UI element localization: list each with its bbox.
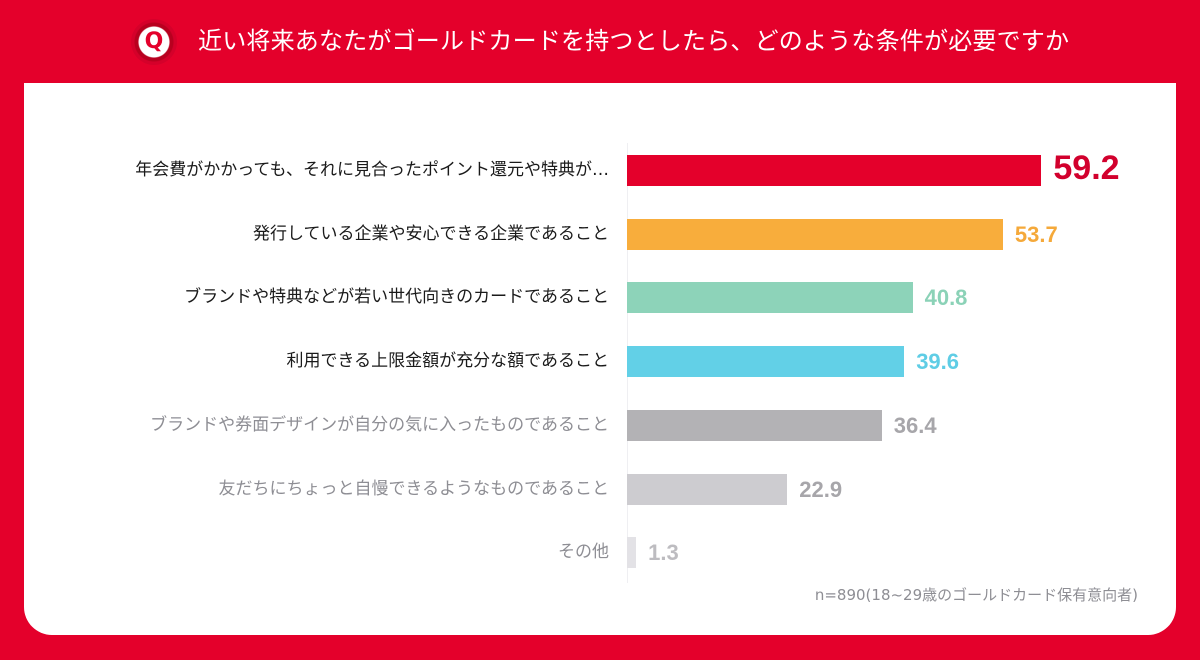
question-title: 近い将来あなたがゴールドカードを持つとしたら、どのような条件が必要ですか xyxy=(198,27,1070,55)
question-badge-icon: Q xyxy=(131,19,177,65)
bar-row: 年会費がかかっても、それに見合ったポイント還元や特典が… 59.2 xyxy=(24,149,1176,187)
sample-size-note: n=890(18~29歳のゴールドカード保有意向者) xyxy=(814,586,1138,604)
category-label: 友だちにちょっと自慢できるようなものであること xyxy=(218,478,610,499)
bar-row: ブランドや特典などが若い世代向きのカードであること 40.8 xyxy=(24,282,1176,314)
category-label: その他 xyxy=(558,542,609,563)
chart-card: 年会費がかかっても、それに見合ったポイント還元や特典が… 59.2 発行している企業… xyxy=(24,83,1176,635)
q-letter: Q xyxy=(144,28,164,54)
category-label: 利用できる上限金額が充分な額であること xyxy=(286,351,610,372)
bar-row: 友だちにちょっと自慢できるようなものであること 22.9 xyxy=(24,473,1176,505)
category-label: ブランドや券面デザインが自分の気に入ったものであること xyxy=(150,414,609,435)
value-label: 39.6 xyxy=(916,349,960,375)
value-label: 36.4 xyxy=(893,412,937,438)
bar xyxy=(627,155,1042,186)
value-label: 53.7 xyxy=(1014,221,1058,247)
header-banner: Q 近い将来あなたがゴールドカードを持つとしたら、どのような条件が必要ですか xyxy=(0,0,1200,83)
bar xyxy=(627,537,637,569)
bar xyxy=(627,346,905,378)
bar-row: 発行している企業や安心できる企業であること 53.7 xyxy=(24,218,1176,250)
bar xyxy=(627,473,788,505)
bar-row: 利用できる上限金額が充分な額であること 39.6 xyxy=(24,346,1176,378)
value-label: 1.3 xyxy=(648,540,679,566)
bar xyxy=(627,409,882,441)
category-label: 発行している企業や安心できる企業であること xyxy=(253,223,609,244)
category-label: 年会費がかかっても、それに見合ったポイント還元や特典が… xyxy=(135,160,609,180)
value-label: 59.2 xyxy=(1053,149,1120,187)
bar-row: その他 1.3 xyxy=(24,537,1176,569)
value-label: 40.8 xyxy=(924,285,968,311)
bar-row: ブランドや券面デザインが自分の気に入ったものであること 36.4 xyxy=(24,409,1176,441)
bar xyxy=(627,218,1003,250)
value-label: 22.9 xyxy=(799,476,843,502)
bar xyxy=(627,282,913,314)
category-label: ブランドや特典などが若い世代向きのカードであること xyxy=(184,287,609,308)
